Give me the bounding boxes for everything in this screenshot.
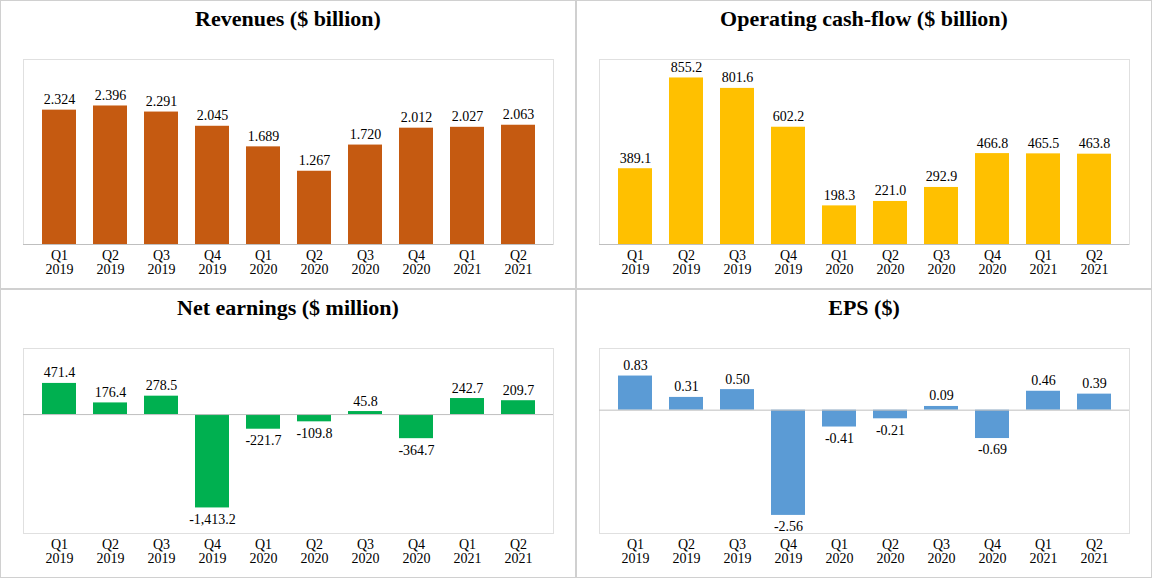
svg-text:209.7: 209.7 — [503, 383, 535, 398]
svg-text:Q32019: Q32019 — [724, 248, 752, 277]
svg-text:Q32020: Q32020 — [352, 248, 380, 277]
svg-text:Q22020: Q22020 — [877, 248, 905, 277]
svg-text:45.8: 45.8 — [353, 394, 378, 409]
svg-text:-2.56: -2.56 — [774, 519, 803, 534]
svg-text:Q22021: Q22021 — [505, 248, 533, 277]
svg-text:Q42020: Q42020 — [403, 537, 431, 566]
svg-text:Q42020: Q42020 — [979, 248, 1007, 277]
svg-text:221.0: 221.0 — [875, 183, 907, 198]
svg-text:Q12021: Q12021 — [454, 248, 482, 277]
svg-text:Q22019: Q22019 — [97, 537, 125, 566]
svg-text:602.2: 602.2 — [773, 109, 805, 124]
svg-text:Q12019: Q12019 — [46, 537, 74, 566]
svg-text:0.31: 0.31 — [674, 379, 699, 394]
svg-text:Q32020: Q32020 — [928, 248, 956, 277]
svg-text:1.267: 1.267 — [299, 153, 331, 168]
svg-text:-221.7: -221.7 — [245, 433, 281, 448]
svg-text:Q32019: Q32019 — [724, 537, 752, 566]
svg-text:Q12019: Q12019 — [46, 248, 74, 277]
svg-text:-109.8: -109.8 — [296, 426, 332, 441]
svg-text:2.012: 2.012 — [401, 110, 433, 125]
svg-text:Q42020: Q42020 — [403, 248, 431, 277]
svg-text:Q12019: Q12019 — [622, 248, 650, 277]
svg-text:0.83: 0.83 — [623, 358, 648, 373]
svg-text:2.027: 2.027 — [452, 109, 484, 124]
svg-text:-0.21: -0.21 — [876, 423, 905, 438]
svg-text:Q22020: Q22020 — [301, 248, 329, 277]
svg-text:Q22019: Q22019 — [673, 537, 701, 566]
svg-text:Q22021: Q22021 — [1081, 537, 1109, 566]
svg-text:278.5: 278.5 — [146, 378, 178, 393]
svg-text:463.8: 463.8 — [1079, 136, 1111, 151]
svg-text:0.46: 0.46 — [1031, 373, 1056, 388]
svg-text:466.8: 466.8 — [977, 136, 1009, 151]
svg-text:-0.41: -0.41 — [825, 431, 854, 446]
svg-text:Q32020: Q32020 — [352, 537, 380, 566]
svg-text:Q22020: Q22020 — [877, 537, 905, 566]
svg-text:1.720: 1.720 — [350, 127, 382, 142]
svg-text:Q22019: Q22019 — [673, 248, 701, 277]
svg-text:Q42019: Q42019 — [775, 537, 803, 566]
html-text:EPS ($): EPS ($) — [828, 295, 900, 320]
svg-text:-0.69: -0.69 — [978, 442, 1007, 457]
html-text:Revenues ($ billion): Revenues ($ billion) — [195, 6, 381, 31]
svg-text:0.50: 0.50 — [725, 372, 750, 387]
svg-text:Q12020: Q12020 — [826, 248, 854, 277]
svg-text:Q22019: Q22019 — [97, 248, 125, 277]
svg-text:1.689: 1.689 — [248, 129, 280, 144]
svg-text:Q12019: Q12019 — [622, 537, 650, 566]
svg-text:Q32019: Q32019 — [148, 248, 176, 277]
svg-text:Q42019: Q42019 — [199, 248, 227, 277]
svg-text:Q12021: Q12021 — [454, 537, 482, 566]
svg-text:855.2: 855.2 — [671, 60, 703, 75]
svg-text:465.5: 465.5 — [1028, 136, 1060, 151]
svg-text:Q32020: Q32020 — [928, 537, 956, 566]
svg-text:242.7: 242.7 — [452, 381, 484, 396]
svg-text:Q42019: Q42019 — [199, 537, 227, 566]
svg-text:2.396: 2.396 — [95, 88, 127, 103]
svg-text:176.4: 176.4 — [95, 385, 127, 400]
svg-text:Q12021: Q12021 — [1030, 248, 1058, 277]
svg-text:471.4: 471.4 — [44, 365, 76, 380]
svg-text:2.063: 2.063 — [503, 107, 535, 122]
svg-text:389.1: 389.1 — [620, 151, 652, 166]
svg-text:2.324: 2.324 — [44, 92, 76, 107]
svg-text:0.09: 0.09 — [929, 388, 954, 403]
svg-text:Q22020: Q22020 — [301, 537, 329, 566]
svg-text:-1,413.2: -1,413.2 — [189, 512, 236, 527]
html-text:Operating cash-flow ($ billion: Operating cash-flow ($ billion) — [720, 6, 1008, 31]
svg-text:Q22021: Q22021 — [505, 537, 533, 566]
svg-text:292.9: 292.9 — [926, 169, 958, 184]
svg-text:2.045: 2.045 — [197, 108, 229, 123]
svg-text:Q12021: Q12021 — [1030, 537, 1058, 566]
svg-text:Q42020: Q42020 — [979, 537, 1007, 566]
svg-text:Q12020: Q12020 — [250, 248, 278, 277]
svg-text:Q32019: Q32019 — [148, 537, 176, 566]
svg-text:Q42019: Q42019 — [775, 248, 803, 277]
svg-text:Q22021: Q22021 — [1081, 248, 1109, 277]
html-text:Net earnings ($ million): Net earnings ($ million) — [177, 295, 399, 320]
svg-text:-364.7: -364.7 — [398, 443, 434, 458]
svg-text:0.39: 0.39 — [1082, 376, 1107, 391]
svg-text:801.6: 801.6 — [722, 70, 754, 85]
svg-text:Q12020: Q12020 — [826, 537, 854, 566]
svg-text:2.291: 2.291 — [146, 94, 178, 109]
svg-text:Q12020: Q12020 — [250, 537, 278, 566]
svg-text:198.3: 198.3 — [824, 188, 856, 203]
